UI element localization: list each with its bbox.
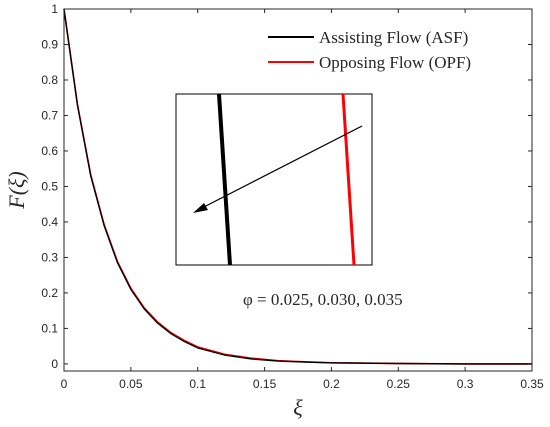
inset-line-opf (341, 93, 356, 266)
y-tick-label: 0.9 (41, 37, 58, 51)
plot-frame (63, 8, 533, 372)
y-tick-label: 0.6 (41, 144, 58, 158)
legend-label-opf: Opposing Flow (OPF) (319, 53, 471, 72)
x-tick-label: 0.3 (457, 377, 474, 391)
y-tick-label: 0.8 (41, 73, 58, 87)
inset-frame (175, 93, 373, 266)
zoom-inset (175, 93, 373, 266)
legend-label-asf: Assisting Flow (ASF) (319, 28, 468, 47)
inset-line-asf (217, 93, 232, 266)
curves-layer (63, 8, 532, 365)
y-axis-label: F(ξ) (4, 171, 29, 210)
y-tick-label: 0.4 (41, 215, 58, 229)
x-tick-label: 0 (61, 377, 68, 391)
x-tick-label: 0.15 (253, 377, 277, 391)
x-tick-label: 0.1 (189, 377, 206, 391)
y-tick-label: 0.5 (41, 179, 58, 193)
x-tick-label: 0.35 (520, 377, 544, 391)
y-tick-label: 1 (51, 2, 58, 16)
y-tick-label: 0.1 (41, 321, 58, 335)
series-line-asf (63, 8, 532, 365)
y-tick-label: 0 (51, 357, 58, 371)
direction-arrow-shaft (199, 125, 363, 210)
x-tick-label: 0.2 (323, 377, 340, 391)
x-tick-label: 0.05 (119, 377, 143, 391)
legend: Assisting Flow (ASF) Opposing Flow (OPF) (268, 28, 471, 72)
direction-arrow-head (193, 203, 208, 213)
x-tick-label: 0.25 (387, 377, 411, 391)
y-tick-label: 0.2 (41, 286, 58, 300)
y-tick-label: 0.7 (41, 108, 58, 122)
phi-annotation: φ = 0.025, 0.030, 0.035 (243, 290, 403, 309)
y-tick-label: 0.3 (41, 250, 58, 264)
x-axis-label: ξ (293, 395, 303, 420)
ticks-layer: 0 0.05 0.1 0.15 0.2 0.25 0.3 0.35 0 0.1 0.2 0.3 0.4 0… (41, 2, 544, 391)
